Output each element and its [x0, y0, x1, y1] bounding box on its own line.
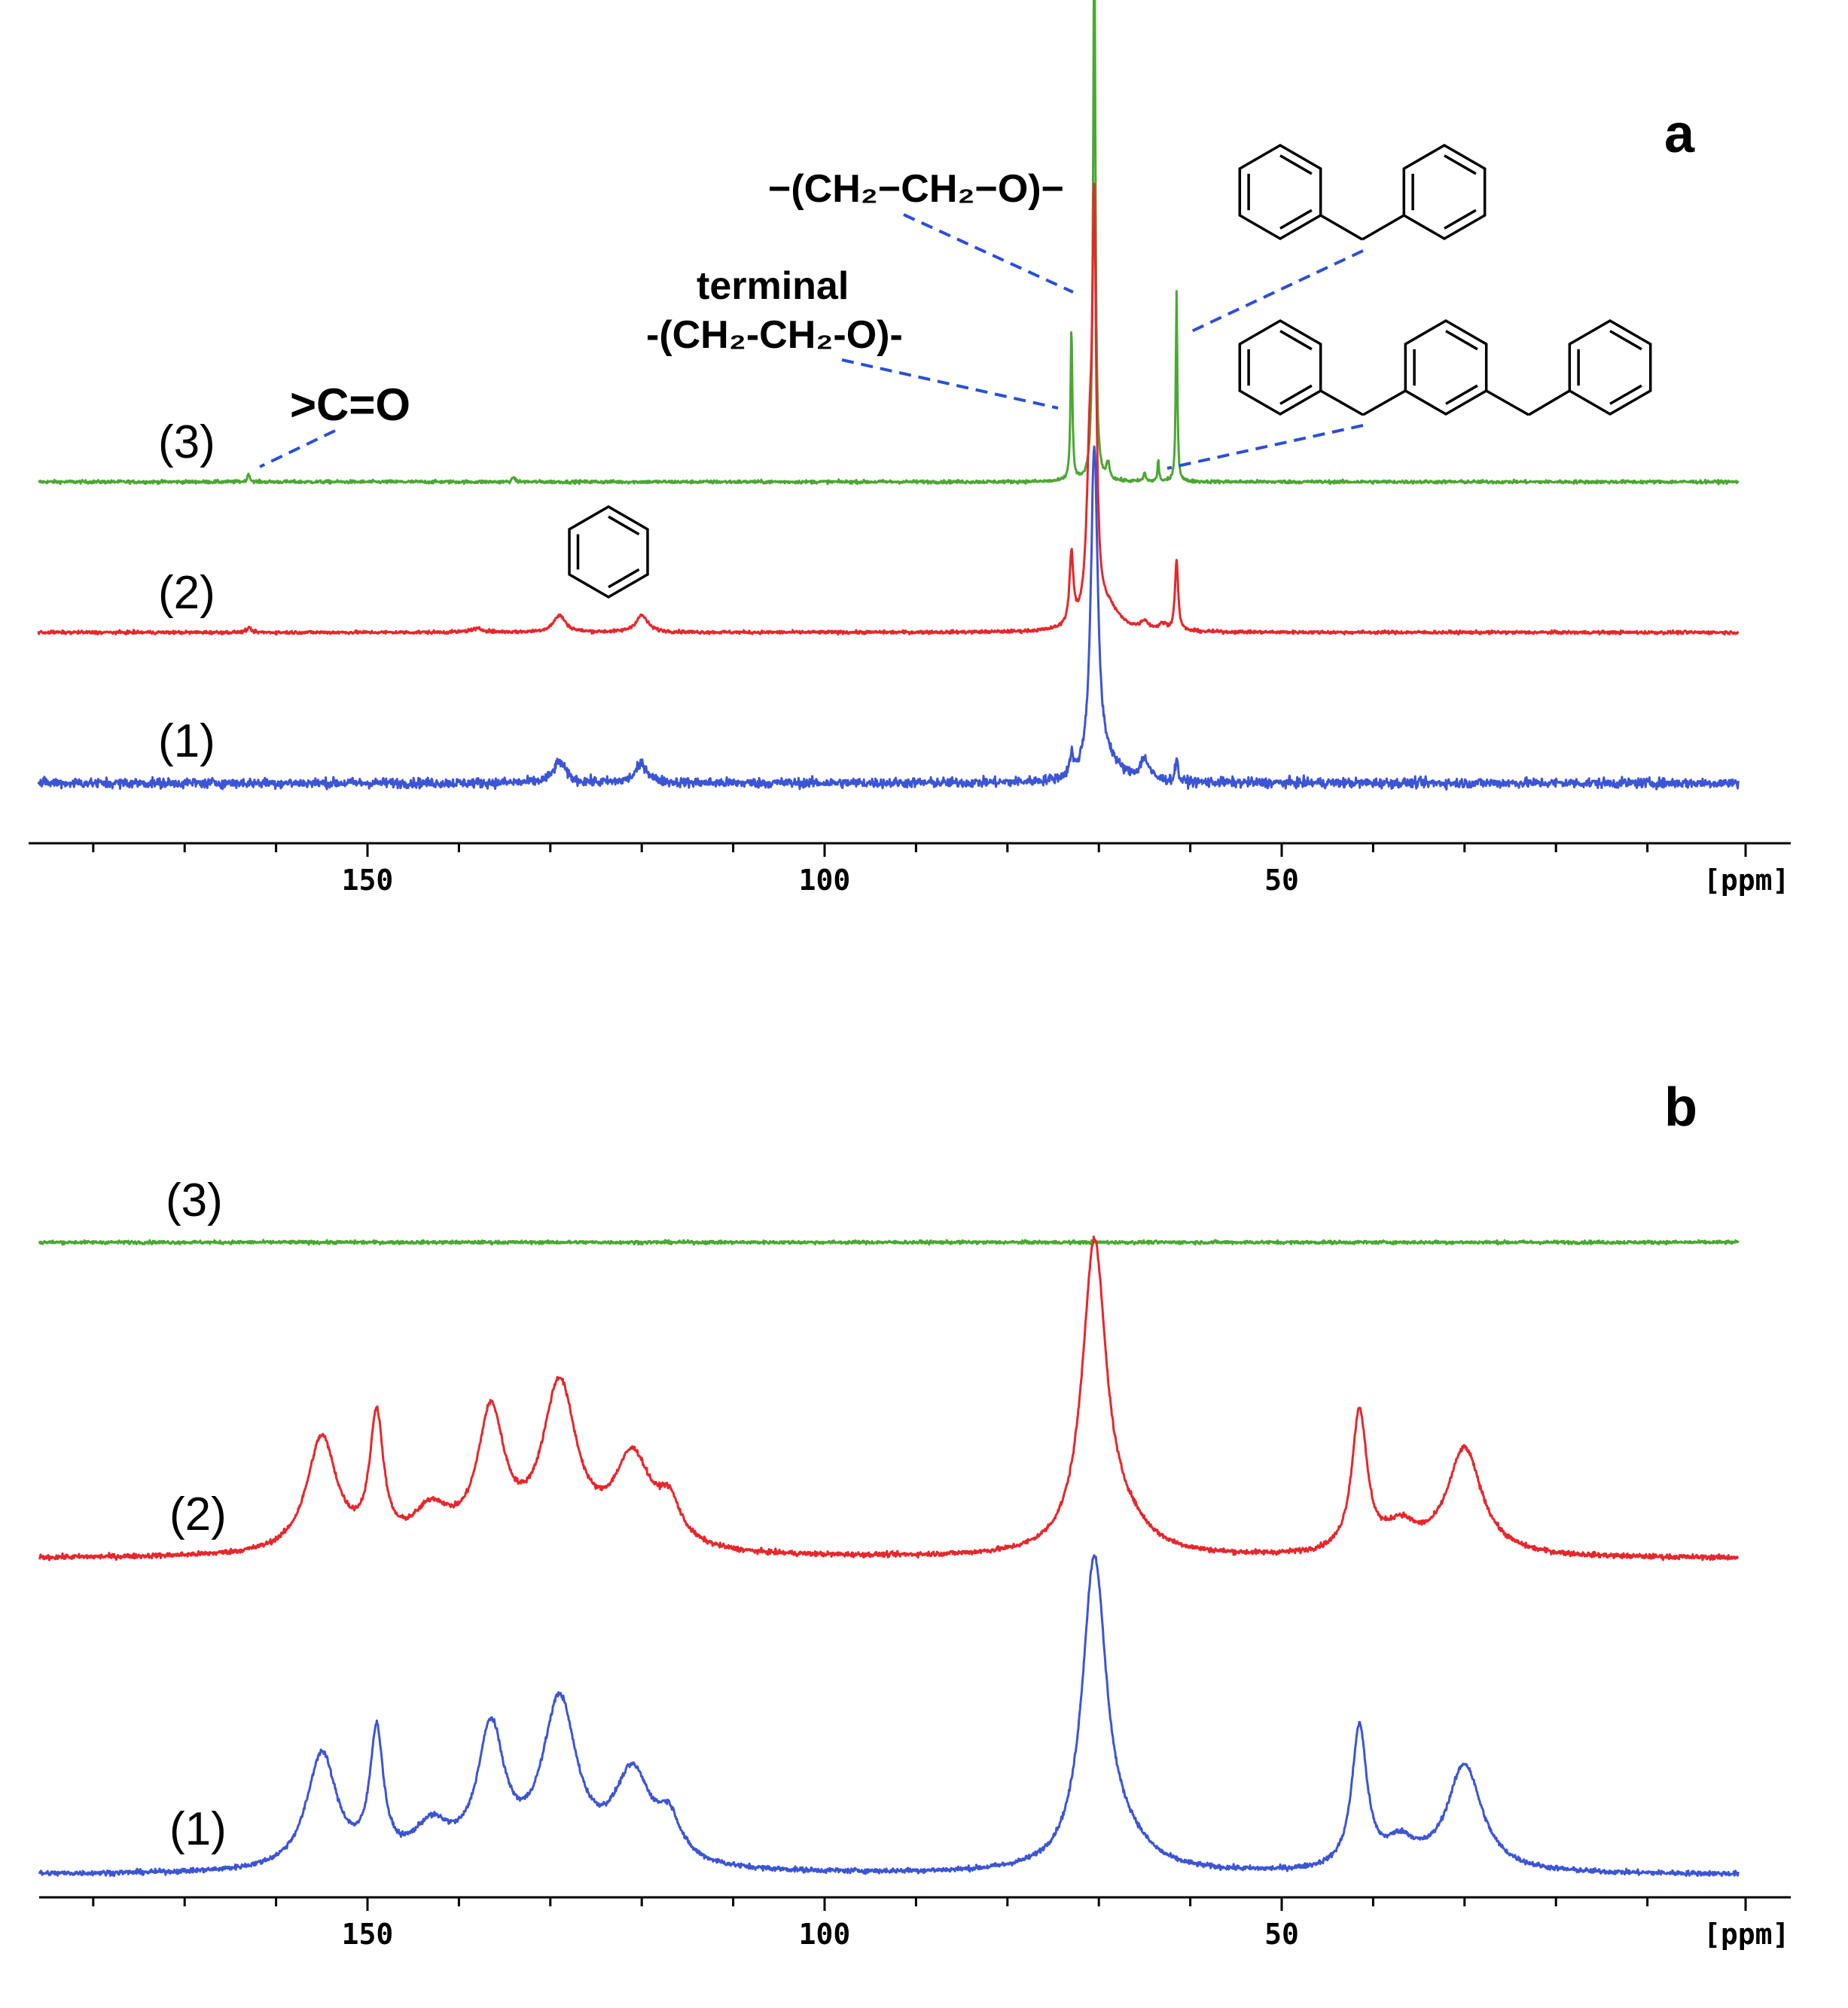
carbonyl-annotation: >C=O — [290, 379, 410, 430]
diphenylmethane-leader — [1188, 249, 1364, 334]
spectrum-trace — [38, 1236, 1739, 1562]
panel-a-letter: a — [1664, 104, 1695, 164]
peo-main-leader — [903, 213, 1074, 294]
benzene-ring-icon — [568, 504, 649, 599]
panel-b-trace-1-label: (1) — [169, 1803, 227, 1855]
dibenzylbenzene-structure-icon — [1238, 318, 1652, 416]
benzene-ring-icon — [1402, 143, 1487, 241]
benzene-ring-icon — [1404, 318, 1488, 416]
double-bond-icon — [1279, 209, 1313, 230]
spectrum-trace — [38, 1554, 1740, 1878]
double-bond-icon — [1445, 384, 1478, 405]
x-tick-label: 50 — [1264, 1918, 1299, 1951]
panel-a-trace-1-label: (1) — [158, 715, 215, 767]
benzene-ring-icon — [1238, 143, 1322, 241]
peo-terminal-leader — [841, 358, 1059, 410]
panel-b-x-axis-label: [ppm] — [1703, 1918, 1789, 1951]
panel-b-trace-3-label: (3) — [166, 1175, 223, 1226]
panel-a-trace-3-label: (3) — [158, 416, 215, 468]
spectrum-trace — [37, 445, 1740, 791]
bond-icon — [1528, 389, 1571, 416]
double-bond-icon — [1445, 330, 1478, 351]
benzene-structure-icon — [568, 504, 649, 599]
spectra-traces — [37, 0, 1740, 1878]
peo-main-annotation: −(CH₂−CH₂−O)− — [768, 167, 1064, 211]
double-bond-icon — [1279, 384, 1313, 405]
double-bond-icon — [608, 515, 640, 536]
dibenzylbenzene-leader — [1166, 424, 1364, 470]
x-tick-label: 50 — [1264, 864, 1299, 897]
x-tick-label: 150 — [342, 1918, 394, 1951]
carbonyl-leader — [259, 429, 336, 468]
double-bond-icon — [1444, 209, 1477, 230]
benzene-ring-icon — [1568, 318, 1652, 416]
double-bond-icon — [1279, 330, 1313, 351]
panel-a-trace-2-label: (2) — [158, 567, 215, 619]
double-bond-icon — [1609, 384, 1642, 405]
panel-b-ticks: 150 100 50 — [92, 1897, 1747, 1951]
bond-icon — [1362, 214, 1405, 241]
bond-icon — [1485, 389, 1529, 416]
bond-icon — [1319, 389, 1364, 416]
spectrum-trace — [38, 0, 1740, 486]
peo-terminal-annotation-line1: terminal — [697, 264, 849, 308]
peo-terminal-annotation-line2: -(CH₂-CH₂-O)- — [646, 313, 903, 357]
diphenylmethane-structure-icon — [1238, 143, 1487, 241]
panel-b-letter: b — [1664, 1077, 1697, 1138]
panel-a-x-axis-label: [ppm] — [1703, 864, 1789, 897]
panel-b-trace-2-label: (2) — [169, 1488, 227, 1540]
benzene-ring-icon — [1238, 318, 1322, 416]
double-bond-icon — [608, 568, 640, 589]
spectrum-trace — [37, 182, 1740, 636]
double-bond-icon — [1444, 154, 1477, 175]
double-bond-icon — [1279, 154, 1313, 175]
bond-icon — [1362, 389, 1407, 416]
x-tick-label: 150 — [342, 864, 394, 897]
x-tick-label: 100 — [799, 864, 851, 897]
bond-icon — [1319, 214, 1363, 241]
x-tick-label: 100 — [799, 1918, 851, 1951]
panel-a-ticks: 150 100 50 — [92, 843, 1747, 897]
spectrum-trace — [38, 1239, 1740, 1246]
double-bond-icon — [1609, 330, 1642, 351]
